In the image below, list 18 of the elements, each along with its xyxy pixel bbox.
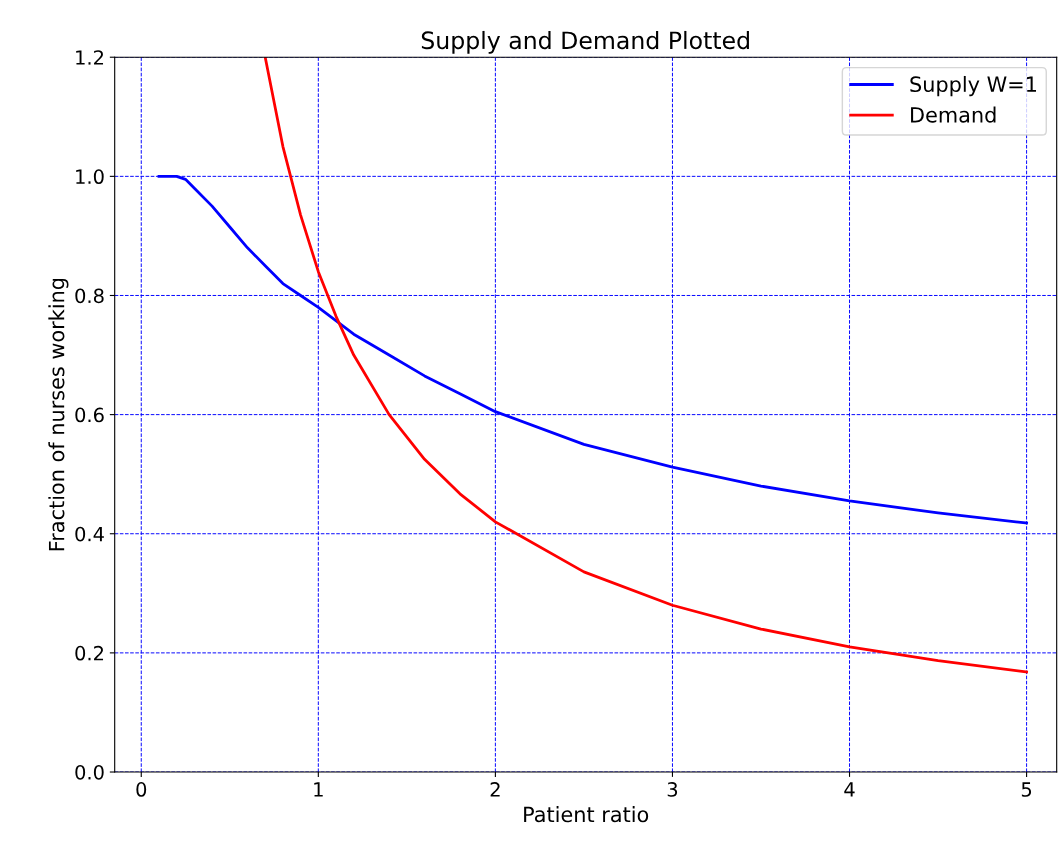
x-tick-label: 0 — [136, 782, 147, 797]
legend-label: Demand — [911, 106, 996, 123]
x-tick-label: 4 — [844, 782, 855, 797]
x-tick-label: 5 — [1021, 782, 1032, 797]
y-tick-label: 0.8 — [75, 288, 104, 304]
chart-title: Supply and Demand Plotted — [421, 30, 749, 54]
y-tick-label: 0.6 — [75, 407, 104, 423]
x-tick-label: 2 — [490, 782, 500, 797]
y-tick-label: 1.2 — [76, 50, 104, 65]
y-tick-label: 0.0 — [75, 764, 104, 780]
y-axis-title: Fraction of nurses working — [48, 278, 69, 551]
x-axis-title: Patient ratio — [524, 806, 649, 823]
x-tick-label: 3 — [667, 782, 678, 797]
y-tick-label: 0.4 — [75, 526, 104, 542]
y-tick-label: 1.0 — [76, 169, 104, 185]
x-tick-label: 1 — [314, 782, 323, 797]
y-tick-label: 0.2 — [75, 645, 104, 661]
legend-label: Supply W=1 — [910, 75, 1037, 97]
